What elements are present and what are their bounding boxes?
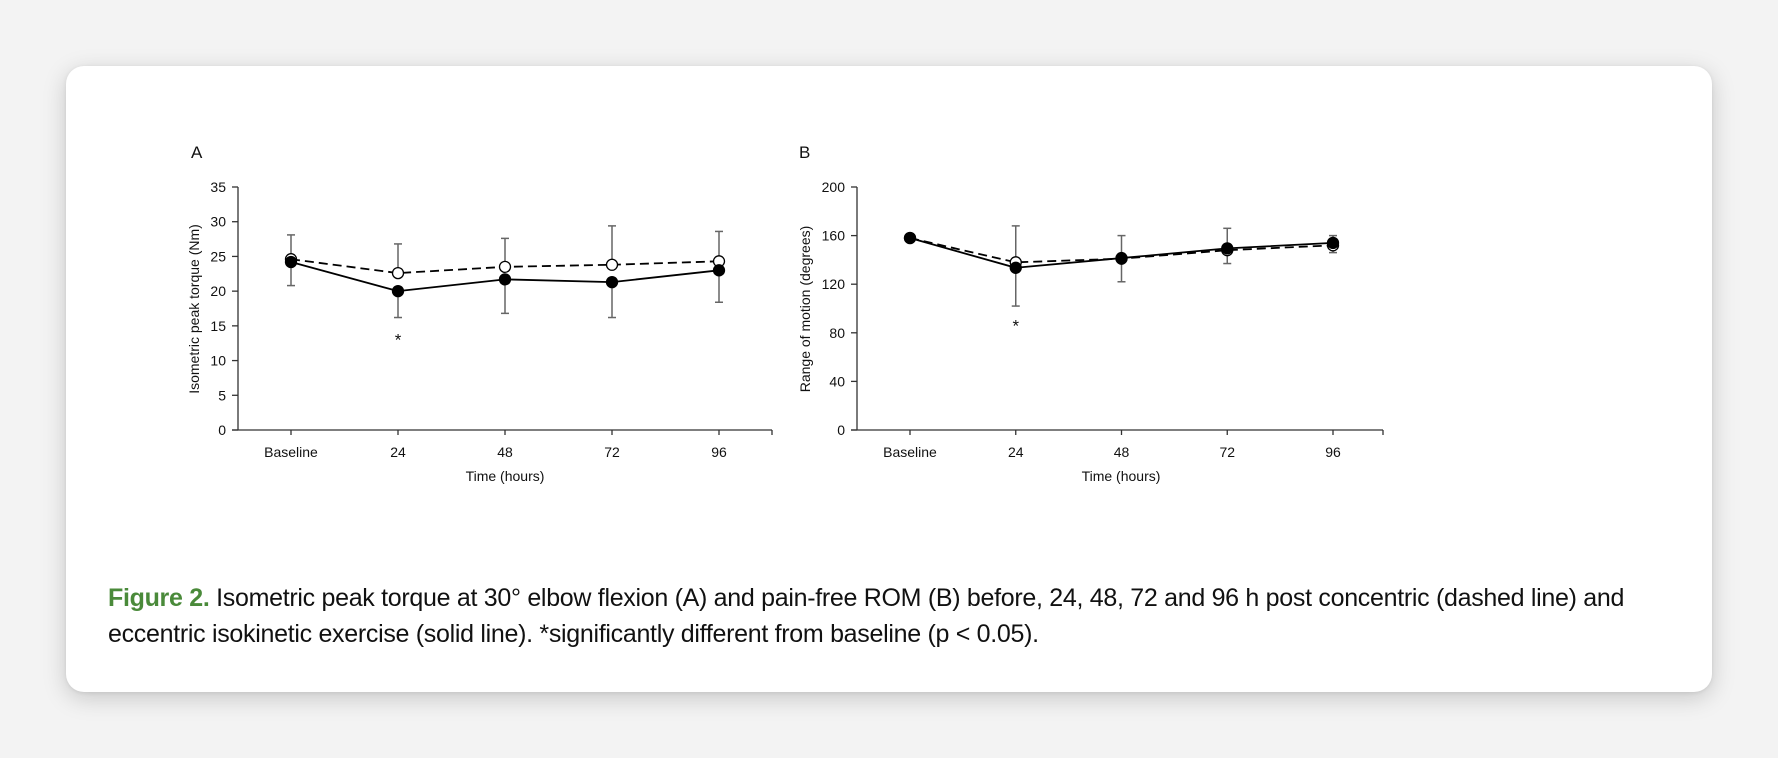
y-tick-label: 25 [210,248,226,264]
significance-marker: * [395,331,402,350]
figure-card [66,66,1712,692]
y-tick-label: 0 [837,422,845,438]
data-point-eccentric [903,231,917,245]
data-point-eccentric [1009,261,1022,274]
y-tick-label: 200 [822,179,846,195]
x-tick-label: 96 [1325,444,1341,460]
x-tick-label: Baseline [883,444,937,460]
x-tick-label: 96 [711,444,727,460]
y-axis-label-b: Range of motion (degrees) [797,226,813,393]
x-axis-label-b: Time (hours) [1082,468,1161,484]
data-point-eccentric [284,255,298,269]
y-tick-label: 40 [829,373,845,389]
y-tick-label: 0 [218,422,226,438]
x-tick-label: 48 [497,444,513,460]
y-tick-label: 120 [822,276,846,292]
data-point-concentric [498,260,512,273]
data-point-eccentric [1115,251,1128,265]
y-tick-label: 35 [210,179,226,195]
figure-caption: Figure 2. Isometric peak torque at 30° e… [108,580,1688,652]
x-tick-label: 72 [604,444,620,460]
y-tick-label: 15 [210,318,226,334]
y-tick-label: 30 [210,214,226,230]
panel-label-a: A [191,143,203,162]
data-point-concentric [391,266,405,280]
y-tick-label: 80 [829,325,845,341]
y-tick-label: 20 [210,283,226,299]
panel-a: A Isometric peak torque (Nm) Time (hours… [186,143,773,484]
significance-marker: * [1012,317,1019,336]
data-point-eccentric [712,264,726,277]
panel-label-b: B [799,143,810,162]
y-axis-label-a: Isometric peak torque (Nm) [186,224,202,394]
data-point-eccentric [498,273,512,286]
x-tick-label: Baseline [264,444,318,460]
panel-b: B Range of motion (degrees) Time (hours)… [797,143,1384,484]
caption-text: Isometric peak torque at 30° elbow flexi… [108,584,1625,648]
x-tick-label: 24 [390,444,406,460]
caption-lead: Figure 2. [108,584,210,612]
x-tick-label: 48 [1114,444,1130,460]
data-point-eccentric [391,284,405,298]
x-tick-label: 72 [1219,444,1235,460]
data-point-concentric [605,258,619,271]
x-axis-label-a: Time (hours) [466,468,545,484]
y-tick-label: 160 [822,228,846,244]
x-tick-label: 24 [1008,444,1024,460]
y-tick-label: 10 [210,353,226,369]
data-point-eccentric [1221,242,1234,255]
y-tick-label: 5 [218,387,226,403]
data-point-eccentric [1326,236,1340,250]
data-point-eccentric [605,275,619,289]
